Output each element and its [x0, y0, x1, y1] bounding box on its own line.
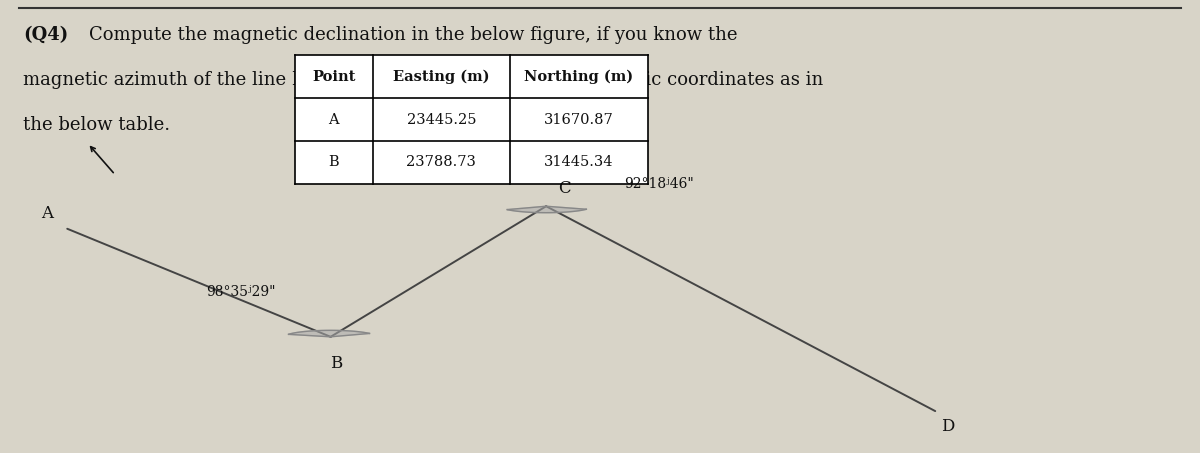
Text: 314°54ʲ03": 314°54ʲ03"	[402, 71, 515, 89]
Text: and the geodetic coordinates as in: and the geodetic coordinates as in	[508, 71, 823, 89]
Text: Compute the magnetic declination in the below figure, if you know the: Compute the magnetic declination in the …	[89, 26, 737, 44]
Text: magnetic azimuth of the line DC is: magnetic azimuth of the line DC is	[23, 71, 347, 89]
Text: Point: Point	[312, 70, 355, 84]
Text: (Q4): (Q4)	[23, 26, 68, 44]
Text: D: D	[941, 418, 954, 435]
Text: the below table.: the below table.	[23, 116, 170, 134]
Text: 98°35ʲ29": 98°35ʲ29"	[206, 285, 276, 299]
Text: A: A	[41, 205, 53, 222]
Polygon shape	[508, 206, 587, 213]
Text: A: A	[329, 113, 338, 126]
Text: B: B	[329, 155, 338, 169]
Text: 23788.73: 23788.73	[407, 155, 476, 169]
Text: Northing (m): Northing (m)	[524, 70, 634, 84]
Bar	[295, 55, 648, 184]
Text: 31670.87: 31670.87	[544, 113, 614, 126]
Text: C: C	[558, 180, 571, 197]
Text: B: B	[330, 355, 343, 372]
Polygon shape	[288, 330, 370, 337]
Text: Easting (m): Easting (m)	[394, 70, 490, 84]
Text: 31445.34: 31445.34	[545, 155, 613, 169]
Text: 23445.25: 23445.25	[407, 113, 476, 126]
Text: 92°18ʲ46": 92°18ʲ46"	[624, 177, 694, 191]
